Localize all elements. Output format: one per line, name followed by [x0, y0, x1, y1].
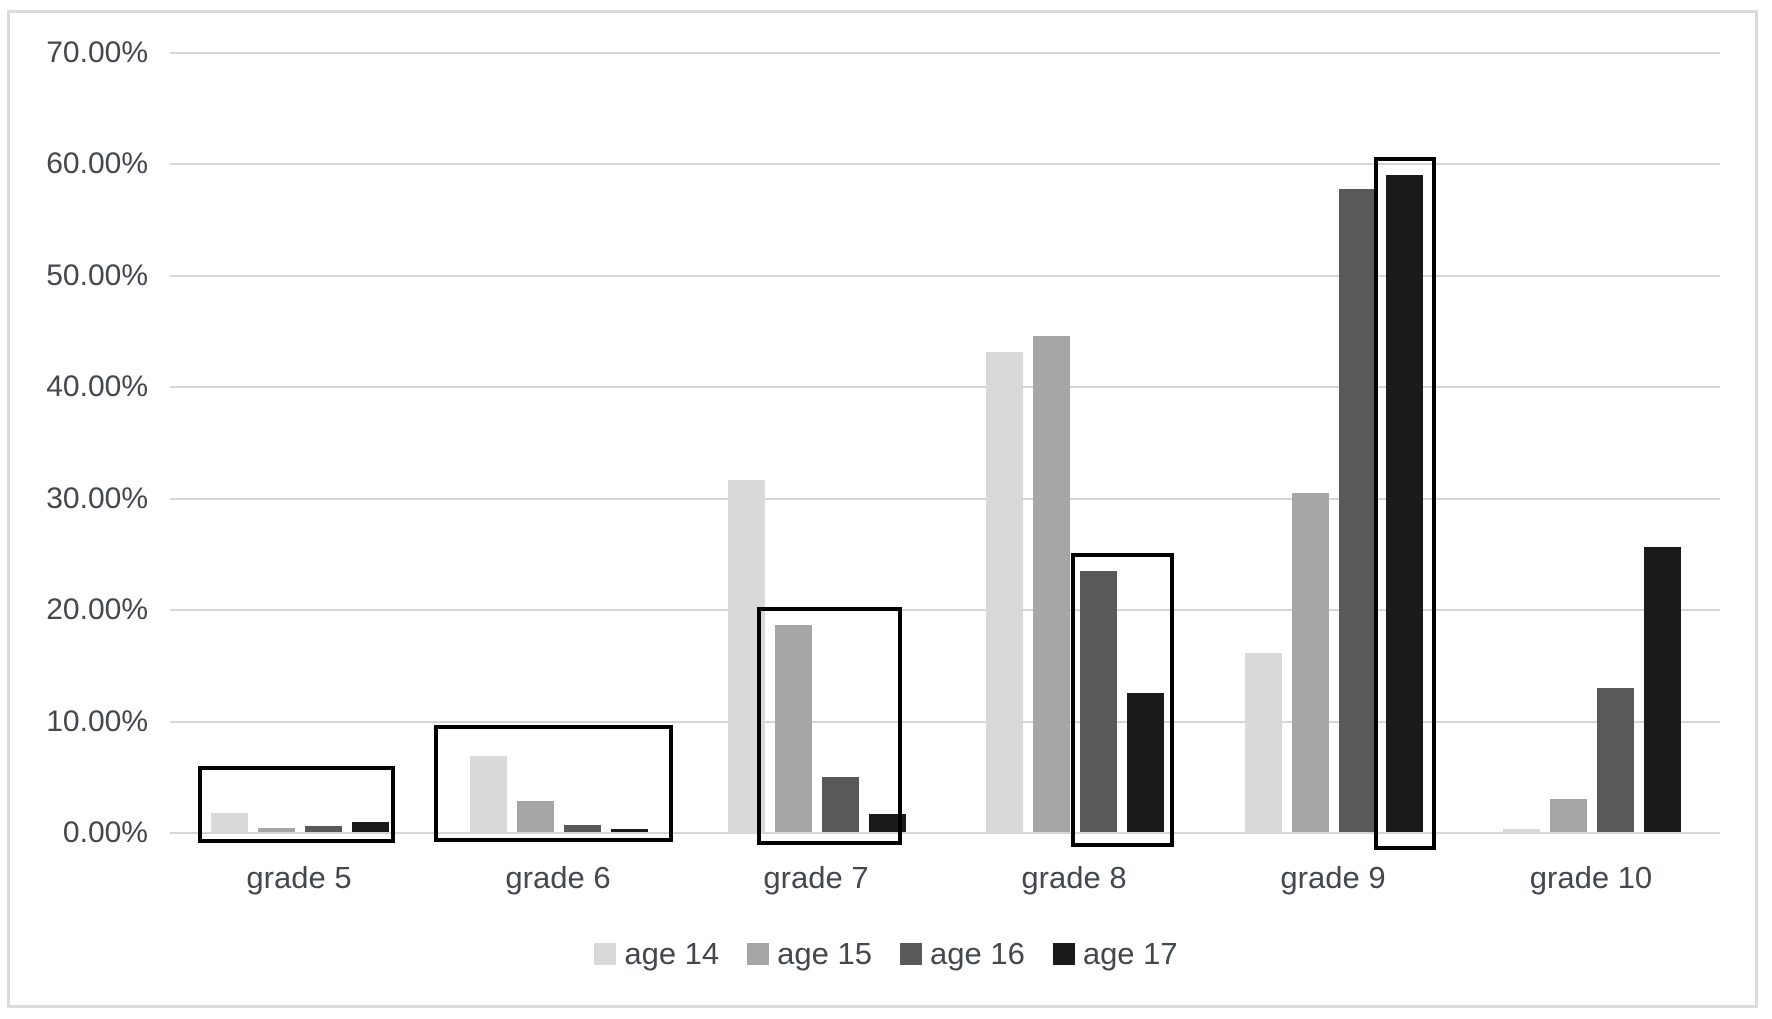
legend-label: age 15 — [777, 936, 872, 971]
bar-grade-6-age-14 — [470, 756, 507, 832]
bar-grade-6-age-16 — [564, 825, 601, 832]
x-axis-label-grade-7: grade 7 — [763, 860, 869, 895]
gridline-10 — [170, 721, 1720, 723]
y-axis-tick-label: 30.00% — [46, 482, 148, 515]
chart-border — [7, 10, 1758, 1008]
gridline-60 — [170, 163, 1720, 165]
bar-grade-10-age-15 — [1550, 799, 1587, 832]
bar-grade-10-age-16 — [1597, 688, 1634, 832]
y-axis-tick-label: 50.00% — [46, 259, 148, 292]
annotation-box-grade-9 — [1374, 157, 1436, 850]
gridline-50 — [170, 275, 1720, 277]
bar-grade-5-age-14 — [211, 813, 248, 832]
y-axis-tick-label: 20.00% — [46, 593, 148, 626]
legend-swatch-icon — [594, 942, 617, 965]
bar-grade-8-age-16 — [1080, 571, 1117, 832]
chart-legend: age 14 age 15 age 16 age 17 — [0, 938, 1772, 969]
gridline-40 — [170, 386, 1720, 388]
bar-grade-9-age-17 — [1386, 175, 1423, 832]
y-axis-tick-label: 0.00% — [62, 816, 148, 849]
bar-grade-5-age-15 — [258, 828, 295, 832]
y-axis-tick-label: 10.00% — [46, 705, 148, 738]
annotation-box-grade-6 — [434, 725, 673, 842]
y-axis-tick-label: 40.00% — [46, 370, 148, 403]
legend-item-age-14: age 14 — [594, 938, 719, 969]
legend-swatch-icon — [1052, 942, 1075, 965]
bar-grade-9-age-16 — [1339, 189, 1376, 832]
legend-swatch-icon — [747, 942, 770, 965]
bar-grade-6-age-15 — [517, 801, 554, 832]
legend-label: age 17 — [1082, 936, 1178, 971]
legend-item-age-15: age 15 — [747, 938, 872, 969]
x-axis-label-grade-6: grade 6 — [505, 860, 611, 895]
bar-grade-8-age-15 — [1033, 336, 1070, 832]
bar-grade-6-age-17 — [611, 829, 648, 832]
legend-swatch-icon — [900, 942, 922, 965]
bar-grade-9-age-15 — [1292, 493, 1329, 832]
x-axis-label-grade-8: grade 8 — [1021, 860, 1127, 895]
bar-grade-7-age-15 — [775, 625, 812, 832]
y-axis-tick-label: 60.00% — [46, 147, 148, 180]
bar-grade-5-age-16 — [305, 826, 342, 832]
annotation-box-grade-7 — [757, 607, 902, 845]
annotation-box-grade-8 — [1071, 553, 1174, 847]
gridline-20 — [170, 609, 1720, 611]
legend-label: age 16 — [930, 936, 1025, 971]
x-axis-label-grade-9: grade 9 — [1280, 860, 1386, 895]
gridline-30 — [170, 498, 1720, 500]
bar-grade-5-age-17 — [352, 822, 389, 832]
bar-grade-7-age-17 — [869, 814, 906, 832]
gridline-0 — [170, 832, 1720, 834]
bar-grade-8-age-17 — [1127, 693, 1164, 832]
bar-grade-7-age-16 — [822, 777, 859, 832]
bar-grade-10-age-14 — [1503, 829, 1540, 832]
legend-item-age-17: age 17 — [1052, 936, 1178, 971]
legend-item-age-16: age 16 — [900, 938, 1025, 969]
bar-grade-9-age-14 — [1245, 653, 1282, 832]
gridline-70 — [170, 52, 1720, 54]
annotation-box-grade-5 — [198, 766, 395, 843]
y-axis-tick-label: 70.00% — [46, 36, 148, 69]
x-axis-label-grade-10: grade 10 — [1529, 860, 1653, 895]
legend-label: age 14 — [624, 936, 720, 971]
x-axis-label-grade-5: grade 5 — [246, 860, 352, 895]
bar-grade-8-age-14 — [986, 352, 1023, 832]
bar-grade-10-age-17 — [1644, 547, 1681, 832]
